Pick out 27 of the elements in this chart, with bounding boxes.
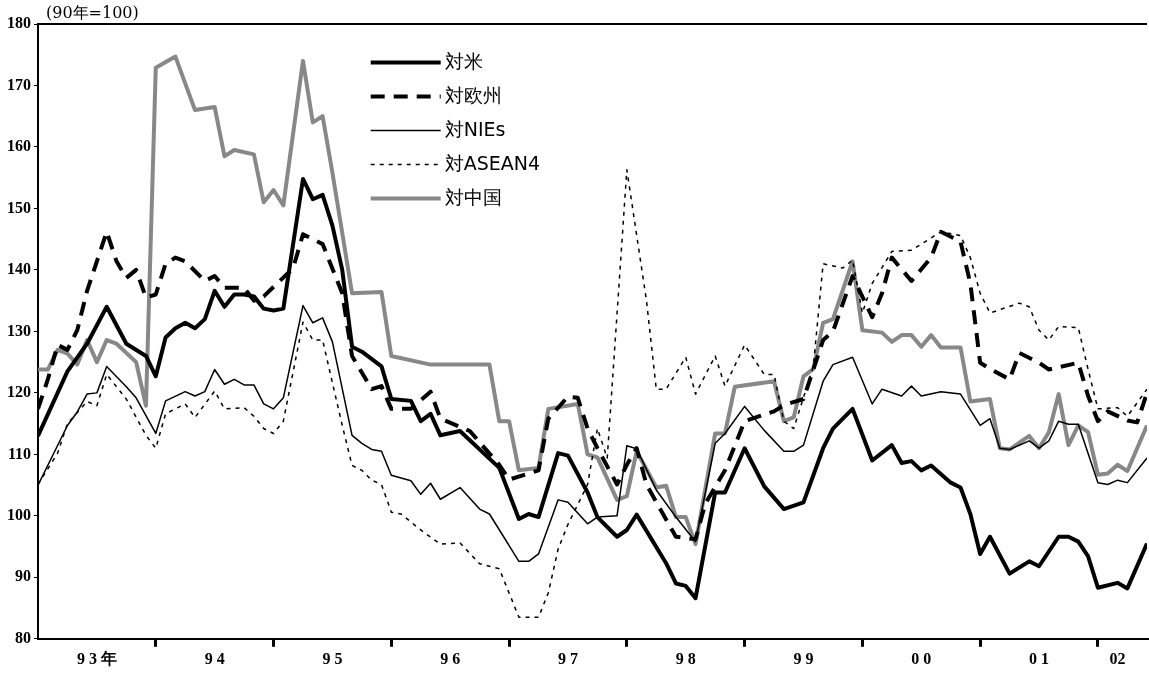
y-axis-title: (90年=100) bbox=[46, 3, 139, 23]
x-tick-label: 0 1 bbox=[1029, 649, 1050, 667]
y-tick-label: 180 bbox=[7, 14, 31, 32]
y-tick-label: 130 bbox=[7, 321, 31, 339]
x-tick-label: 9 8 bbox=[675, 649, 696, 667]
y-tick-label: 100 bbox=[7, 505, 31, 523]
y-tick-label: 160 bbox=[7, 137, 31, 155]
legend-label: 対中国 bbox=[444, 185, 502, 208]
x-tick-label: 9 3 年 bbox=[76, 649, 117, 667]
y-tick-label: 170 bbox=[7, 75, 31, 93]
y-tick-label: 140 bbox=[7, 260, 31, 278]
y-tick-label: 90 bbox=[15, 567, 31, 585]
legend-label: 対NIEs bbox=[444, 117, 506, 140]
x-tick-label: 9 9 bbox=[793, 649, 814, 667]
x-tick-label: 02 bbox=[1109, 649, 1126, 667]
x-tick-label: 9 4 bbox=[204, 649, 225, 667]
y-tick-label: 110 bbox=[7, 444, 31, 462]
x-tick-label: 0 0 bbox=[911, 649, 932, 667]
x-tick-label: 9 7 bbox=[557, 649, 578, 667]
legend-label: 対米 bbox=[444, 49, 483, 72]
y-tick-label: 150 bbox=[7, 198, 31, 216]
y-tick-label: 120 bbox=[7, 383, 31, 401]
x-tick-label: 9 5 bbox=[322, 649, 343, 667]
y-tick-label: 80 bbox=[15, 628, 31, 646]
legend-label: 対欧州 bbox=[444, 83, 502, 106]
legend-label: 対ASEAN4 bbox=[444, 151, 541, 174]
x-tick-label: 9 6 bbox=[440, 649, 461, 667]
